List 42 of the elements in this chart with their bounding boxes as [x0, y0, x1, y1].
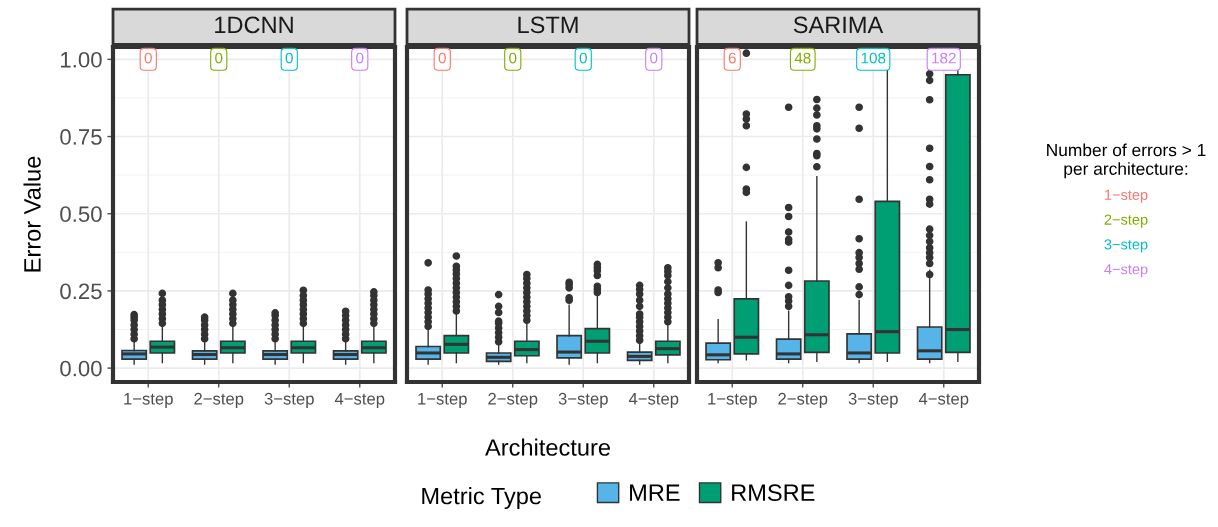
annotation: 0	[356, 52, 364, 64]
text: 4−step	[1104, 264, 1148, 278]
text: 2−step	[1104, 214, 1148, 228]
chart-title: SARIMA	[793, 16, 884, 34]
annotation: 48	[794, 52, 811, 64]
x-tick-label: 2−step	[778, 392, 828, 408]
y-tick-label: 0.75	[60, 129, 102, 145]
annotation: 0	[215, 52, 223, 64]
y-tick-label: 1.00	[61, 51, 102, 68]
legend-label: MRE	[630, 484, 680, 501]
text: 3−step	[1104, 239, 1148, 253]
annotation: 0	[509, 52, 517, 64]
legend-label: RMSRE	[732, 484, 815, 502]
annotation: 0	[438, 52, 446, 64]
y-axis-title: Error Value	[23, 156, 41, 272]
y-tick-label: 0.50	[60, 206, 102, 222]
x-tick-label: 1−step	[418, 393, 467, 408]
annotation: 0	[144, 52, 152, 64]
x-tick-label: 2−step	[194, 392, 244, 408]
text: 1−step	[1105, 189, 1148, 203]
x-tick-label: 3−step	[264, 392, 314, 408]
annotation: 0	[285, 52, 293, 64]
x-tick-label: 1−step	[124, 393, 173, 408]
x-tick-label: 4−step	[918, 393, 969, 408]
y-tick-label: 0.25	[60, 283, 102, 300]
text: Number of errors > 1 per architecture:	[1047, 143, 1206, 179]
x-tick-label: 3−step	[848, 392, 898, 408]
x-tick-label: 2−step	[488, 392, 538, 408]
chart-title: LSTM	[518, 16, 578, 34]
x-tick-label: 4−step	[334, 393, 385, 408]
chart-title: 1DCNN	[215, 16, 293, 34]
x-tick-label: 3−step	[558, 392, 608, 408]
x-tick-label: 4−step	[628, 393, 679, 408]
x-axis-title: Architecture	[485, 438, 610, 456]
annotation: 0	[579, 52, 587, 64]
legend-title: Metric Type	[422, 487, 541, 510]
annotation: 182	[932, 52, 956, 64]
annotation: 0	[650, 52, 658, 64]
annotation: 108	[861, 52, 886, 64]
annotation: 6	[728, 52, 736, 64]
y-tick-label: 0.00	[60, 360, 102, 377]
x-tick-label: 1−step	[708, 393, 757, 408]
